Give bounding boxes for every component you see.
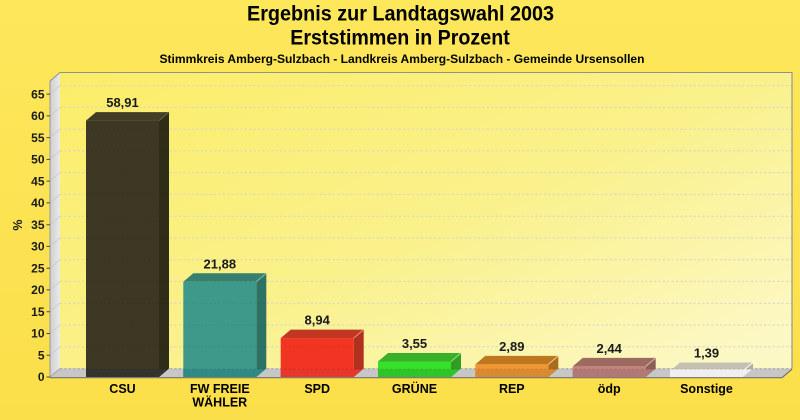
svg-text:15: 15 xyxy=(31,305,45,319)
svg-text:5: 5 xyxy=(38,348,45,362)
svg-text:Sonstige: Sonstige xyxy=(680,382,733,396)
svg-text:21,88: 21,88 xyxy=(204,256,237,271)
svg-text:10: 10 xyxy=(31,327,45,341)
svg-text:35: 35 xyxy=(31,218,45,232)
svg-text:25: 25 xyxy=(31,261,45,275)
svg-text:%: % xyxy=(11,219,25,230)
svg-text:ödp: ödp xyxy=(598,382,621,396)
svg-text:55: 55 xyxy=(31,131,45,145)
svg-text:Erststimmen in Prozent: Erststimmen in Prozent xyxy=(290,27,510,50)
svg-text:SPD: SPD xyxy=(304,382,330,396)
svg-text:FW FREIE: FW FREIE xyxy=(190,382,250,396)
svg-text:2,44: 2,44 xyxy=(597,341,623,356)
svg-text:30: 30 xyxy=(31,240,45,254)
svg-text:45: 45 xyxy=(31,174,45,188)
svg-text:50: 50 xyxy=(31,153,45,167)
svg-text:GRÜNE: GRÜNE xyxy=(392,381,437,396)
svg-text:1,39: 1,39 xyxy=(694,346,719,361)
svg-text:Stimmkreis Amberg-Sulzbach - L: Stimmkreis Amberg-Sulzbach - Landkreis A… xyxy=(160,52,645,66)
svg-text:8,94: 8,94 xyxy=(305,313,331,328)
svg-text:58,91: 58,91 xyxy=(106,95,139,110)
svg-text:65: 65 xyxy=(31,87,45,101)
svg-text:3,55: 3,55 xyxy=(402,336,427,351)
svg-text:WÄHLER: WÄHLER xyxy=(192,395,247,410)
svg-text:40: 40 xyxy=(31,196,45,210)
svg-text:20: 20 xyxy=(31,283,45,297)
svg-text:CSU: CSU xyxy=(109,382,135,396)
svg-text:Ergebnis zur Landtagswahl 2003: Ergebnis zur Landtagswahl 2003 xyxy=(247,3,554,26)
svg-text:0: 0 xyxy=(38,370,45,384)
svg-text:REP: REP xyxy=(499,382,525,396)
svg-text:60: 60 xyxy=(31,109,45,123)
svg-text:2,89: 2,89 xyxy=(499,339,524,354)
